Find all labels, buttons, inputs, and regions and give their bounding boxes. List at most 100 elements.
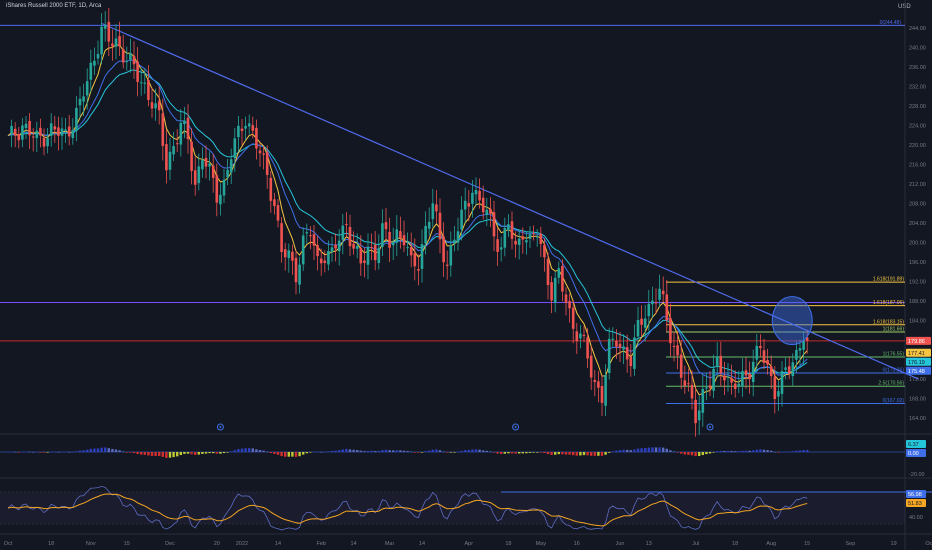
macd-histogram-bar [114, 449, 118, 452]
macd-histogram-bar [46, 452, 49, 453]
macd-histogram-bar [536, 452, 539, 453]
rsi-badge [906, 499, 926, 507]
macd-histogram-bar [672, 451, 676, 452]
candle-body [186, 117, 190, 140]
macd-histogram-bar [57, 451, 60, 453]
candle-body [435, 204, 438, 212]
candle-body [172, 146, 175, 155]
macd-histogram-bar [777, 452, 780, 453]
price-tick-label: 244.00 [909, 26, 926, 32]
candle-body [420, 244, 424, 269]
macd-histogram-bar [784, 451, 787, 453]
price-tick-label: 232.00 [909, 84, 926, 90]
macd-histogram-bar [442, 451, 445, 453]
macd-histogram-bar [266, 451, 269, 453]
macd-histogram-bar [701, 452, 704, 456]
candle-body [161, 113, 165, 146]
candle-body [168, 151, 172, 170]
macd-histogram-bar [68, 451, 71, 453]
macd-histogram-bar [32, 451, 35, 453]
candle-body [564, 294, 568, 303]
macd-histogram-bar [172, 452, 175, 458]
macd-histogram-bar [482, 450, 485, 452]
candle-body [359, 247, 363, 264]
time-tick-label: May [536, 541, 547, 547]
macd-histogram-bar [273, 452, 276, 454]
candle-body [17, 134, 21, 141]
price-tick-label: 200.00 [909, 241, 926, 247]
macd-histogram-bar [219, 452, 222, 454]
price-badge [906, 357, 931, 366]
candle-body [478, 190, 481, 201]
candle-body [525, 240, 528, 243]
price-badge-text: 176.19 [908, 360, 925, 366]
candle-body [449, 245, 453, 266]
macd-histogram-bar [417, 452, 420, 453]
candle-body [568, 300, 571, 309]
candle-body [258, 150, 262, 154]
macd-histogram-bar [280, 452, 283, 457]
macd-histogram-bar [726, 450, 730, 452]
candle-body [442, 236, 445, 263]
candle-body [165, 144, 168, 171]
macd-histogram-bar [680, 452, 683, 454]
time-tick-label: Jun [616, 541, 625, 547]
macd-histogram-bar [741, 450, 744, 452]
candle-body [431, 203, 435, 220]
macd-histogram-bar [251, 448, 254, 452]
macd-histogram-bar [150, 452, 154, 456]
candle-body [67, 126, 71, 137]
macd-histogram-bar [104, 447, 107, 452]
candle-body [550, 282, 553, 301]
macd-histogram-bar [143, 452, 146, 455]
macd-histogram-bar [795, 450, 798, 452]
candle-body [708, 385, 712, 388]
rsi-badge-text: 51.83 [908, 501, 922, 507]
candle-body [499, 247, 503, 250]
candle-body [222, 179, 226, 196]
macd-histogram-bar [431, 449, 434, 452]
macd-histogram-bar [291, 452, 294, 457]
macd-histogram-bar [568, 452, 571, 455]
candle-body [503, 228, 507, 248]
candle-body [622, 346, 625, 350]
price-tick-label: 224.00 [909, 123, 926, 129]
price-tick-label: 208.00 [909, 201, 926, 207]
macd-histogram-bar [276, 452, 280, 455]
macd-histogram-bar [550, 452, 553, 455]
candle-body [381, 223, 384, 247]
candle-body [269, 177, 273, 201]
macd-histogram-bar [258, 450, 262, 452]
macd-histogram-bar [636, 448, 640, 452]
candle-body [330, 247, 334, 252]
signal-marker-dot [709, 426, 711, 428]
macd-histogram-bar [269, 452, 272, 454]
macd-histogram-bar [93, 448, 96, 452]
time-tick-label: 15 [124, 541, 130, 547]
macd-histogram-bar [640, 448, 643, 452]
macd-histogram-bar [647, 447, 650, 452]
candle-body [453, 239, 456, 244]
macd-histogram-bar [428, 450, 431, 452]
macd-histogram-bar [525, 452, 528, 454]
macd-badge-text: 6.37 [908, 442, 919, 448]
price-badge-text: 175.48 [908, 369, 925, 375]
candle-body [701, 388, 705, 413]
candle-body [643, 318, 647, 328]
macd-histogram-bar [320, 451, 323, 453]
fib-level-label: 1.618(183.15) [873, 319, 904, 325]
macd-histogram-bar [572, 452, 575, 456]
macd-histogram-bar [312, 451, 316, 453]
candle-body [748, 373, 751, 380]
candle-body [49, 123, 53, 136]
candle-body [787, 366, 791, 374]
macd-histogram-bar [154, 452, 157, 456]
macd-histogram-bar [165, 452, 168, 458]
candle-body [510, 221, 514, 239]
rsi-badge [906, 490, 926, 498]
candle-body [280, 223, 283, 252]
candle-body [89, 62, 93, 80]
macd-histogram-bar [392, 450, 395, 452]
candle-body [715, 356, 719, 368]
